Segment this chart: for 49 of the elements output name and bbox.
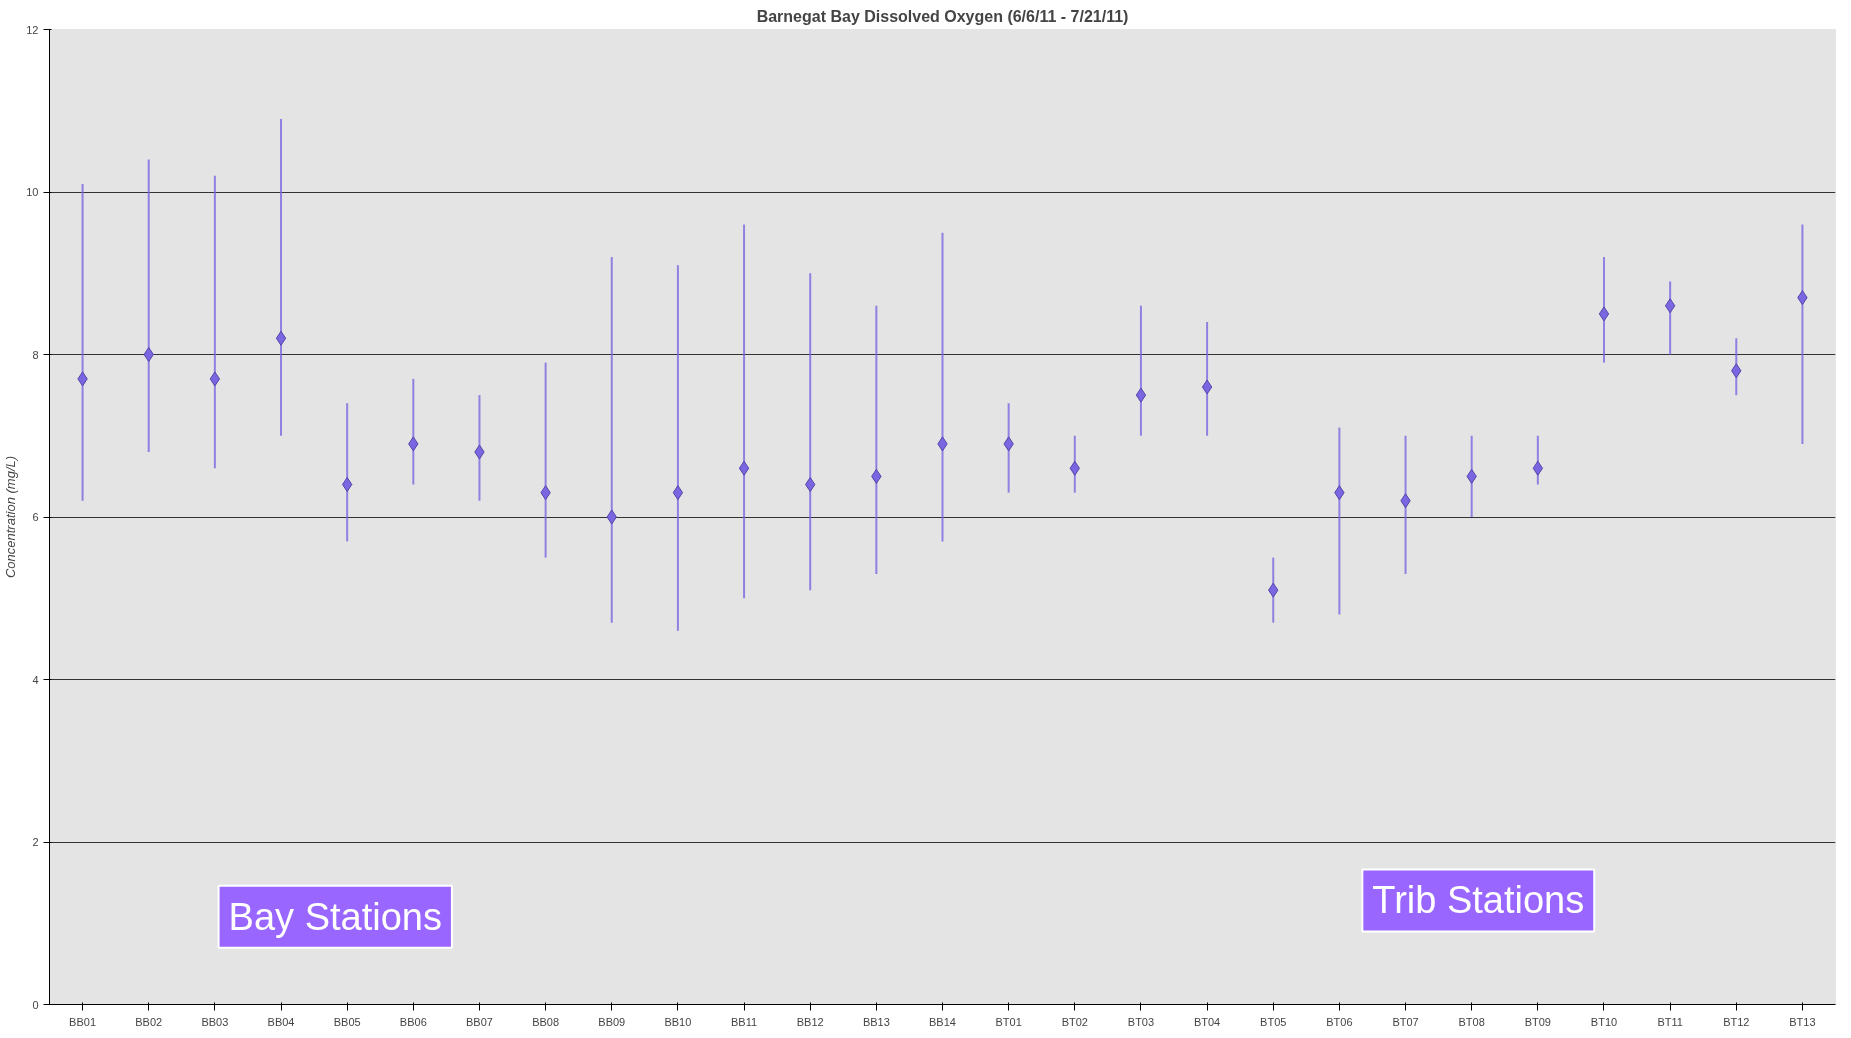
x-tick-label: BT02 bbox=[1061, 1015, 1088, 1028]
y-tick-label: 0 bbox=[32, 998, 39, 1011]
x-tick-label: BT12 bbox=[1723, 1015, 1750, 1028]
x-tick-label: BB02 bbox=[135, 1015, 163, 1028]
y-tick-label: 4 bbox=[32, 673, 39, 686]
x-tick-label: BT13 bbox=[1789, 1015, 1816, 1028]
x-tick-label: BT05 bbox=[1260, 1015, 1287, 1028]
x-tick-label: BB04 bbox=[267, 1015, 295, 1028]
y-axis-title: Concentration (mg/L) bbox=[3, 455, 19, 579]
point bbox=[672, 485, 684, 501]
x-tick-label: BB06 bbox=[399, 1015, 427, 1028]
x-tick-label: BB11 bbox=[731, 1015, 758, 1028]
point bbox=[1664, 298, 1676, 314]
x-tick-label: BT09 bbox=[1524, 1015, 1551, 1028]
x-tick-label: BB01 bbox=[69, 1015, 97, 1028]
x-tick-label: BB03 bbox=[201, 1015, 229, 1028]
point bbox=[805, 477, 816, 492]
point bbox=[1598, 306, 1610, 322]
x-tick-label: BB10 bbox=[664, 1015, 692, 1028]
point bbox=[209, 371, 221, 387]
y-tick-label: 10 bbox=[26, 186, 39, 198]
x-tick-label: BB09 bbox=[598, 1015, 626, 1028]
x-tick-label: BT01 bbox=[995, 1015, 1022, 1028]
x-tick-label: BT08 bbox=[1458, 1015, 1485, 1028]
x-tick-label: BB08 bbox=[532, 1015, 560, 1028]
x-tick-label: BB12 bbox=[796, 1015, 824, 1028]
x-tick-label: BT11 bbox=[1657, 1015, 1683, 1028]
x-tick-label: BB13 bbox=[862, 1015, 890, 1028]
x-tick-label: BT10 bbox=[1590, 1015, 1618, 1028]
point bbox=[275, 330, 287, 346]
chart-title: Barnegat Bay Dissolved Oxygen (6/6/11 - 7/21/11) bbox=[756, 7, 1129, 25]
y-tick-label: 12 bbox=[26, 23, 39, 36]
x-tick-label: BT04 bbox=[1193, 1015, 1221, 1028]
annotation: Bay Stations bbox=[228, 895, 442, 938]
y-tick-label: 8 bbox=[32, 348, 39, 361]
x-tick-label: BT03 bbox=[1127, 1015, 1155, 1028]
point bbox=[342, 477, 353, 492]
point bbox=[143, 347, 154, 362]
x-tick-label: BB14 bbox=[929, 1015, 956, 1028]
point bbox=[1135, 387, 1147, 403]
x-tick-label: BB07 bbox=[466, 1015, 493, 1028]
annotation: Trib Stations bbox=[1372, 879, 1585, 922]
x-tick-label: BT07 bbox=[1392, 1015, 1419, 1028]
point bbox=[1201, 379, 1213, 395]
point bbox=[738, 460, 750, 476]
y-tick-label: 2 bbox=[32, 836, 39, 848]
x-tick-label: BB05 bbox=[333, 1015, 361, 1028]
x-tick-label: BT06 bbox=[1326, 1015, 1353, 1028]
y-tick-label: 6 bbox=[32, 511, 39, 523]
